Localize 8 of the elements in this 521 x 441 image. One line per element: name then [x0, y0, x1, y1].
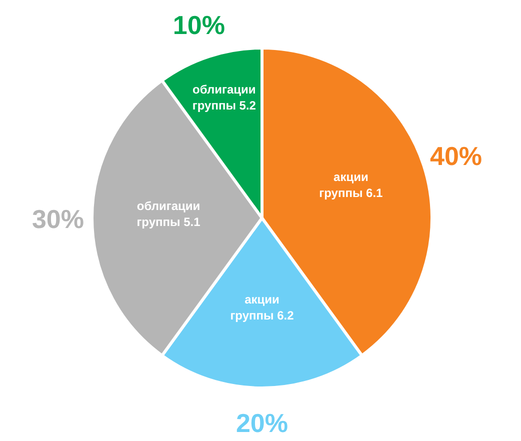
slice-label: акции группы 6.2	[230, 292, 294, 322]
slice-label: облигации группы 5.2	[192, 82, 256, 113]
slice-label: акции группы 6.1	[319, 170, 384, 200]
data-label: 40%	[430, 140, 482, 171]
data-label: 20%	[236, 408, 288, 438]
data-label: 10%	[172, 10, 225, 40]
slice-label: облигации группы 5.1	[136, 199, 201, 229]
data-label: 30%	[32, 204, 84, 234]
